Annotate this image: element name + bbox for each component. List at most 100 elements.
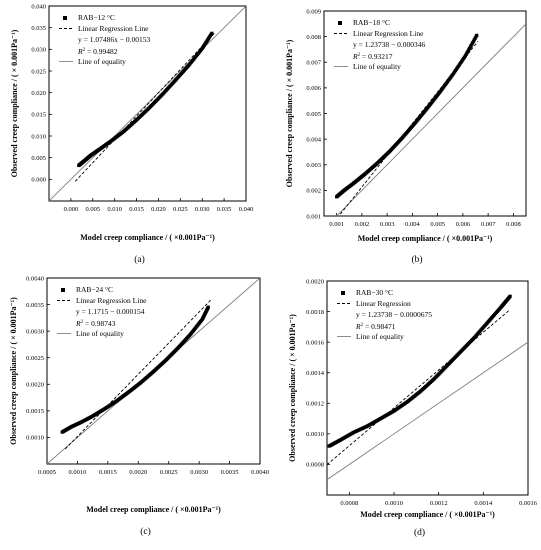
r2-symbol: R bbox=[355, 322, 361, 331]
x-tick-label: 0.005 bbox=[85, 206, 100, 213]
x-tick-label: 0.0025 bbox=[160, 469, 178, 476]
x-tick-label: 0.0040 bbox=[251, 469, 269, 476]
legend-series-label: RAB−30 °C bbox=[356, 288, 393, 297]
x-tick-label: 0.0015 bbox=[99, 469, 117, 476]
y-tick-label: 0.0030 bbox=[26, 328, 44, 335]
x-tick-label: 0.0035 bbox=[221, 469, 239, 476]
x-tick-label: 0.0030 bbox=[190, 469, 208, 476]
y-tick-label: 0.007 bbox=[306, 60, 321, 67]
data-point bbox=[475, 33, 479, 37]
y-tick-label: 0.002 bbox=[306, 188, 321, 195]
data-point bbox=[210, 31, 214, 35]
line-of-equality bbox=[335, 23, 526, 216]
data-point bbox=[508, 294, 512, 298]
y-axis-label: Observed creep compliance / ( × 0.001Pa⁻… bbox=[9, 297, 18, 445]
legend-regression-label: Linear Regression Line bbox=[78, 24, 149, 33]
legend-series-label: RAB−12 °C bbox=[78, 13, 115, 22]
legend-marker bbox=[338, 21, 342, 25]
y-axis-label: Observed creep compliance / ( × 0.001Pa⁻… bbox=[285, 39, 294, 187]
x-tick-label: 0.001 bbox=[329, 221, 344, 228]
x-tick-label: 0.0012 bbox=[430, 500, 448, 507]
legend-equality-label: Line of equality bbox=[356, 332, 404, 341]
x-tick-label: 0.035 bbox=[217, 206, 232, 213]
line-of-equality bbox=[327, 341, 528, 481]
y-tick-label: 0.035 bbox=[31, 25, 46, 32]
legend-r2: R2 = 0.98743 bbox=[75, 319, 116, 328]
legend-equation: y = 1.23738 − 0.0000675 bbox=[356, 310, 432, 319]
legend-equality-label: Line of equality bbox=[353, 62, 401, 71]
x-axis-label: Model creep compliance / ( ×0.001Pa⁻¹) bbox=[360, 510, 495, 519]
x-tick-label: 0.025 bbox=[173, 206, 188, 213]
y-tick-label: 0.006 bbox=[306, 85, 321, 92]
y-tick-label: 0.0010 bbox=[26, 435, 44, 442]
y-tick-label: 0.0008 bbox=[306, 462, 324, 469]
x-tick-label: 0.0020 bbox=[129, 469, 147, 476]
y-tick-label: 0.0014 bbox=[306, 370, 325, 377]
y-tick-label: 0.005 bbox=[306, 111, 321, 118]
y-tick-label: 0.040 bbox=[31, 3, 46, 10]
x-tick-label: 0.005 bbox=[430, 221, 445, 228]
y-tick-label: 0.001 bbox=[306, 213, 321, 220]
y-tick-label: 0.0025 bbox=[26, 355, 44, 362]
x-tick-label: 0.004 bbox=[405, 221, 420, 228]
y-tick-label: 0.000 bbox=[31, 177, 46, 184]
plot-area bbox=[49, 6, 246, 201]
x-tick-label: 0.006 bbox=[456, 221, 471, 228]
r2-exponent: 2 bbox=[83, 48, 86, 53]
x-tick-label: 0.0010 bbox=[385, 500, 403, 507]
x-tick-label: 0.015 bbox=[129, 206, 144, 213]
r2-exponent: 2 bbox=[358, 53, 361, 58]
data-point bbox=[206, 305, 210, 309]
x-tick-label: 0.003 bbox=[380, 221, 395, 228]
legend-equality-label: Line of equality bbox=[76, 329, 124, 338]
x-tick-label: 0.010 bbox=[107, 206, 122, 213]
panel-label: (c) bbox=[140, 526, 151, 537]
y-tick-label: 0.005 bbox=[31, 155, 46, 162]
plot-area bbox=[327, 294, 528, 481]
plot-area bbox=[47, 278, 260, 464]
x-tick-label: 0.002 bbox=[355, 221, 370, 228]
y-tick-label: 0.0018 bbox=[306, 309, 324, 316]
y-tick-label: 0.010 bbox=[31, 133, 46, 140]
plot-area bbox=[335, 23, 526, 216]
x-tick-label: 0.0005 bbox=[38, 469, 56, 476]
legend-equation: y = 1.23738 − 0.000346 bbox=[353, 40, 425, 49]
x-tick-label: 0.0014 bbox=[474, 500, 493, 507]
r2-value: = 0.93217 bbox=[360, 52, 393, 61]
r2-symbol: R bbox=[77, 47, 83, 56]
x-axis-label: Model creep compliance / ( ×0.001Pa⁻¹) bbox=[358, 234, 493, 243]
chart-panel-2: 0.001 0.002 0.003 0.004 0.005 0.006 0.007 0.008… bbox=[285, 8, 527, 265]
x-tick-label: 0.020 bbox=[151, 206, 166, 213]
legend-r2: R2 = 0.99482 bbox=[77, 47, 118, 56]
r2-exponent: 2 bbox=[81, 320, 84, 325]
y-tick-label: 0.0012 bbox=[306, 401, 324, 408]
legend: RAB−18 °C Linear Regression Line y = 1.237… bbox=[334, 18, 425, 71]
x-tick-label: 0.030 bbox=[195, 206, 210, 213]
legend-equality-label: Line of equality bbox=[78, 57, 126, 66]
plot-frame bbox=[326, 280, 529, 496]
y-tick-label: 0.0020 bbox=[26, 382, 44, 389]
legend-r2: R2 = 0.93217 bbox=[352, 52, 393, 61]
legend-marker bbox=[61, 288, 65, 292]
chart-panel-1: 0.000 0.005 0.010 0.015 0.020 0.025 0.030 0.035… bbox=[10, 3, 253, 265]
x-tick-label: 0.007 bbox=[481, 221, 496, 228]
y-tick-label: 0.0035 bbox=[26, 302, 44, 309]
legend-equation: y = 1.07486x − 0.00153 bbox=[78, 35, 150, 44]
r2-exponent: 2 bbox=[361, 323, 364, 328]
y-tick-label: 0.0040 bbox=[26, 275, 44, 282]
y-axis-label: Observed creep compliance / ( × 0.001Pa⁻… bbox=[10, 29, 19, 177]
r2-value: = 0.98743 bbox=[83, 319, 116, 328]
r2-value: = 0.99482 bbox=[85, 47, 118, 56]
panel-label: (a) bbox=[134, 254, 145, 265]
x-tick-label: 0.008 bbox=[506, 221, 521, 228]
legend: RAB−24 °C Linear Regression Line y = 1.171… bbox=[57, 285, 147, 338]
panel-label: (b) bbox=[411, 254, 422, 265]
chart-panel-3: 0.0005 0.0010 0.0015 0.0020 0.0025 0.0030 0.00… bbox=[9, 275, 269, 537]
line-of-equality bbox=[49, 6, 246, 201]
x-tick-label: 0.040 bbox=[239, 206, 254, 213]
y-tick-label: 0.004 bbox=[306, 136, 321, 143]
y-tick-label: 0.025 bbox=[31, 68, 46, 75]
legend: RAB−12 °C Linear Regression Line y = 1.074… bbox=[59, 13, 150, 66]
y-tick-label: 0.003 bbox=[306, 162, 321, 169]
